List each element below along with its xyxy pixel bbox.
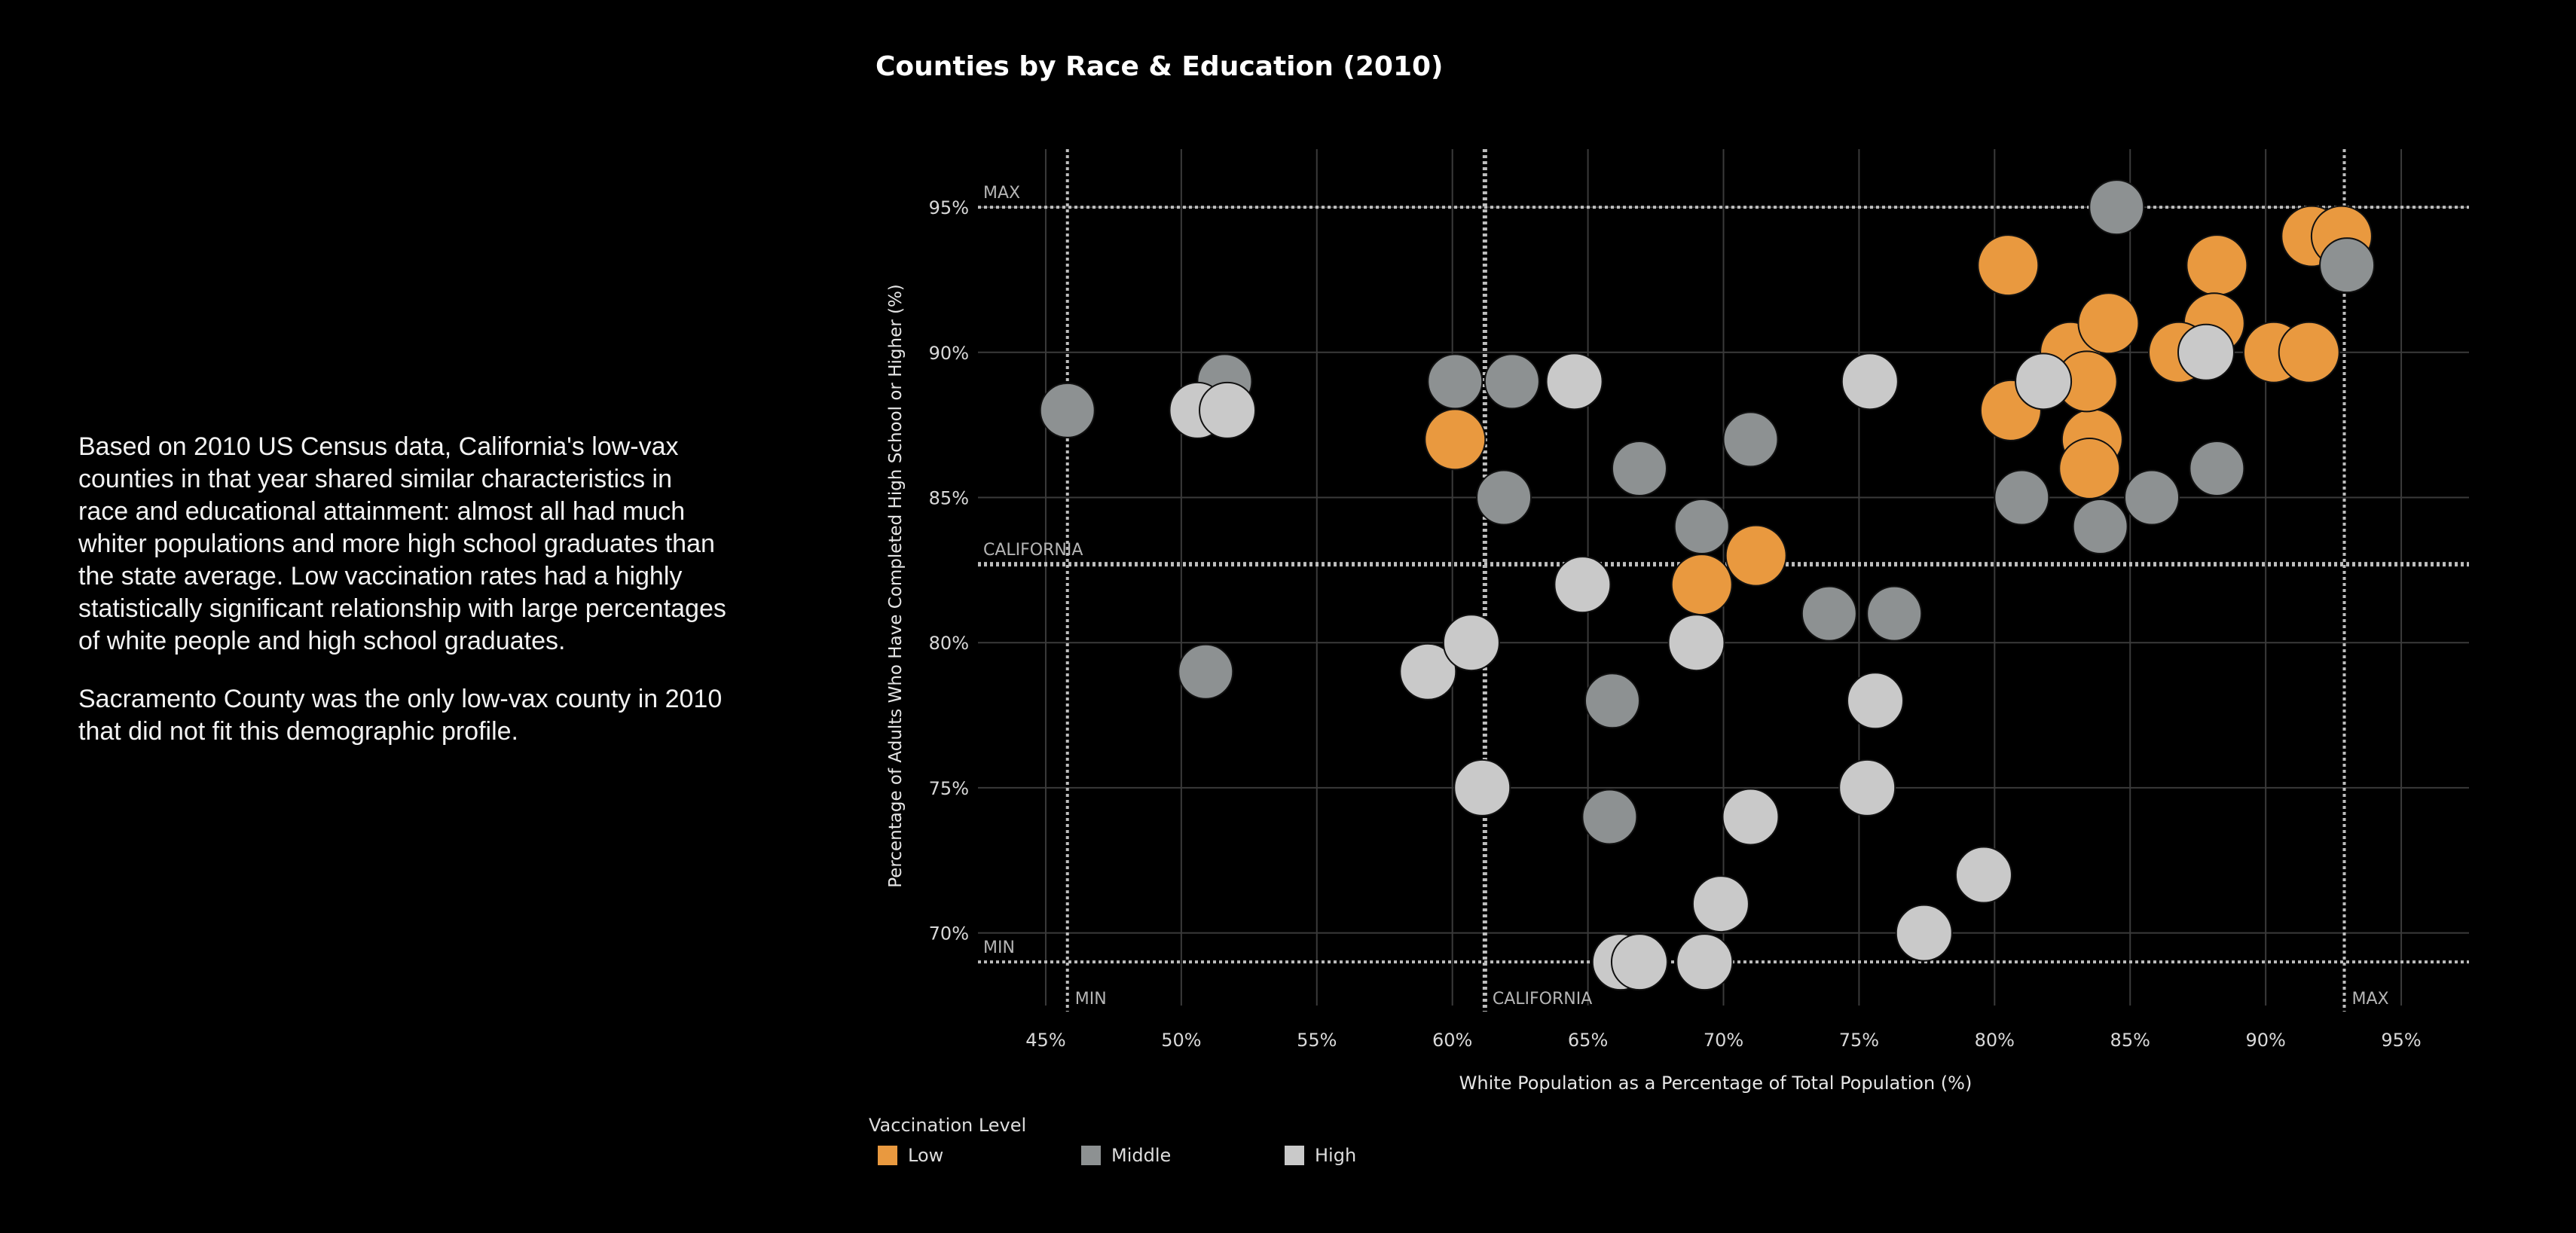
x-axis: 45% 50% 55% 60% 65% 70% 75% 80% 85% 90% 95% <box>1025 1030 2421 1051</box>
data-point-low <box>1670 554 1733 616</box>
data-point-low <box>2058 437 2121 499</box>
y-tick-label: 90% <box>929 343 969 364</box>
y-axis-label: Percentage of Adults Who Have Completed … <box>886 284 906 888</box>
data-point-middle <box>1581 789 1638 845</box>
legend-swatch <box>878 1146 897 1165</box>
data-point-middle <box>2189 440 2245 496</box>
x-reference-label: MIN <box>1075 990 1107 1009</box>
y-tick-label: 75% <box>929 778 969 799</box>
data-point-high <box>1399 642 1457 700</box>
data-point-high <box>1610 933 1668 991</box>
x-axis-label: White Population as a Percentage of Tota… <box>1459 1073 1972 1094</box>
data-point-middle <box>1673 499 1730 555</box>
data-point-high <box>1554 556 1612 614</box>
data-point-middle <box>1484 353 1540 410</box>
data-point-high <box>1453 758 1511 816</box>
data-point-high <box>2015 353 2073 410</box>
x-tick-label: 90% <box>2245 1030 2285 1051</box>
data-point-high <box>1895 904 1953 962</box>
data-point-high <box>1442 614 1500 672</box>
data-point-middle <box>2124 469 2180 526</box>
x-tick-label: 70% <box>1704 1030 1743 1051</box>
data-point-high <box>1841 353 1899 410</box>
data-point-high <box>1691 875 1749 933</box>
data-point-low <box>1725 524 1787 587</box>
x-tick-label: 75% <box>1839 1030 1879 1051</box>
x-tick-label: 45% <box>1025 1030 1065 1051</box>
data-point-high <box>1846 672 1904 730</box>
reference-lines: MIN CALIFORNIA MAX MAX CALIFORNIA MIN <box>978 149 2469 1012</box>
data-point-middle <box>1039 382 1095 438</box>
data-point-high <box>1545 353 1603 410</box>
legend-item-high: High <box>1276 1145 1479 1166</box>
data-point-high <box>1676 933 1734 991</box>
y-tick-label: 95% <box>929 197 969 218</box>
data-point-low <box>1424 408 1487 471</box>
data-point-low <box>2077 292 2140 355</box>
legend-label: High <box>1315 1145 1357 1166</box>
data-point-high <box>1954 846 2012 904</box>
data-point-high <box>1722 788 1780 846</box>
data-point-middle <box>1584 673 1640 729</box>
y-tick-label: 80% <box>929 633 969 654</box>
x-tick-label: 80% <box>1975 1030 2015 1051</box>
data-point-middle <box>2072 499 2128 555</box>
data-point-high <box>1199 381 1257 439</box>
y-reference-label: MAX <box>983 184 1020 203</box>
narrative-paragraph-1: Based on 2010 US Census data, California… <box>78 432 726 655</box>
legend-swatch <box>1285 1146 1304 1165</box>
data-point-middle <box>1178 643 1234 700</box>
data-point-middle <box>1801 585 1857 642</box>
y-reference-label: MIN <box>983 938 1015 957</box>
data-point-middle <box>1611 440 1667 496</box>
x-tick-label: 55% <box>1297 1030 1337 1051</box>
x-tick-label: 65% <box>1568 1030 1608 1051</box>
data-point-middle <box>1994 469 2050 526</box>
legend: Vaccination Level Low Middle High <box>869 1115 1479 1166</box>
y-reference-label: CALIFORNIA <box>983 541 1083 560</box>
legend-label: Middle <box>1111 1145 1172 1166</box>
legend-items: Low Middle High <box>869 1145 1479 1166</box>
x-tick-label: 95% <box>2381 1030 2421 1051</box>
narrative-text: Based on 2010 US Census data, California… <box>78 431 726 774</box>
legend-swatch <box>1081 1146 1101 1165</box>
x-reference-label: MAX <box>2351 990 2388 1009</box>
data-point-low <box>2278 321 2340 383</box>
data-point-middle <box>1476 469 1532 526</box>
narrative-paragraph-2: Sacramento County was the only low-vax c… <box>78 685 723 746</box>
data-point-middle <box>1866 585 1923 642</box>
y-axis: 70% 75% 80% 85% 90% 95% <box>929 197 969 945</box>
data-point-high <box>1667 614 1725 672</box>
y-tick-label: 85% <box>929 488 969 509</box>
data-point-low <box>2186 234 2248 297</box>
chart-title: Counties by Race & Education (2010) <box>875 51 1444 82</box>
x-tick-label: 85% <box>2110 1030 2150 1051</box>
data-points <box>1039 179 2376 991</box>
x-tick-label: 60% <box>1432 1030 1472 1051</box>
x-reference-label: CALIFORNIA <box>1493 990 1592 1009</box>
data-point-middle <box>2089 179 2145 236</box>
data-point-middle <box>2319 237 2376 294</box>
data-point-low <box>1977 234 2040 297</box>
data-point-high <box>2177 323 2235 381</box>
legend-item-middle: Middle <box>1072 1145 1276 1166</box>
legend-label: Low <box>908 1145 944 1166</box>
data-point-middle <box>1722 411 1779 468</box>
x-tick-label: 50% <box>1161 1030 1201 1051</box>
data-point-middle <box>1427 353 1484 410</box>
legend-item-low: Low <box>869 1145 1072 1166</box>
data-point-high <box>1838 758 1896 816</box>
y-tick-label: 70% <box>929 923 969 945</box>
legend-title: Vaccination Level <box>869 1115 1027 1136</box>
